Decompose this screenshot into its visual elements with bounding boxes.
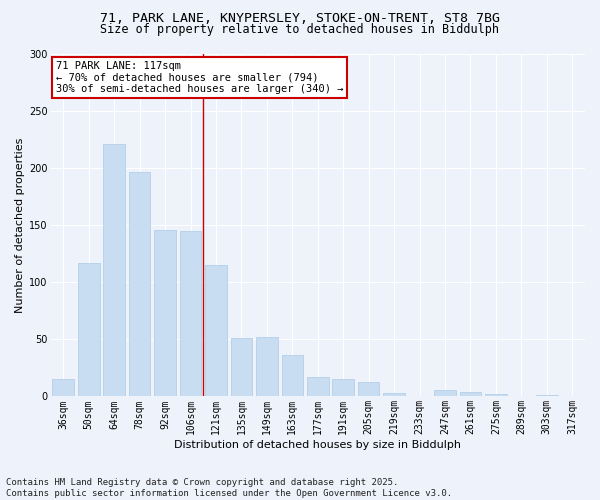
Bar [434, 390, 456, 396]
Bar [460, 392, 481, 396]
Bar [485, 394, 507, 396]
Y-axis label: Number of detached properties: Number of detached properties [15, 138, 25, 313]
Bar [230, 338, 252, 396]
X-axis label: Distribution of detached houses by size in Biddulph: Distribution of detached houses by size … [174, 440, 461, 450]
Bar [78, 263, 100, 396]
Bar [358, 382, 379, 396]
Bar [256, 337, 278, 396]
Text: 71, PARK LANE, KNYPERSLEY, STOKE-ON-TRENT, ST8 7BG: 71, PARK LANE, KNYPERSLEY, STOKE-ON-TREN… [100, 12, 500, 26]
Bar [281, 356, 303, 397]
Bar [52, 380, 74, 396]
Bar [205, 265, 227, 396]
Bar [103, 144, 125, 397]
Text: Contains HM Land Registry data © Crown copyright and database right 2025.
Contai: Contains HM Land Registry data © Crown c… [6, 478, 452, 498]
Bar [332, 380, 354, 396]
Bar [383, 393, 405, 396]
Text: 71 PARK LANE: 117sqm
← 70% of detached houses are smaller (794)
30% of semi-deta: 71 PARK LANE: 117sqm ← 70% of detached h… [56, 61, 343, 94]
Bar [307, 377, 329, 396]
Bar [129, 172, 151, 396]
Bar [154, 230, 176, 396]
Bar [180, 231, 202, 396]
Text: Size of property relative to detached houses in Biddulph: Size of property relative to detached ho… [101, 22, 499, 36]
